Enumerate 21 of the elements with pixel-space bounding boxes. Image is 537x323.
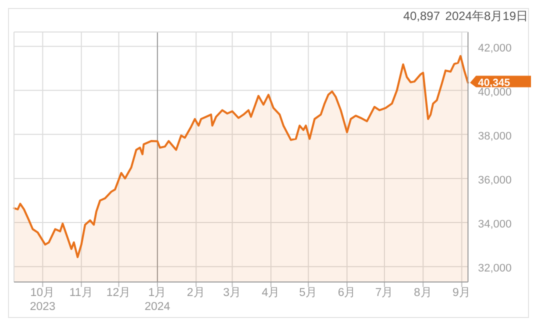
y-tick-label: 38,000	[478, 130, 512, 142]
text: 40,897	[403, 9, 440, 23]
y-tick-label: 34,000	[478, 218, 512, 231]
x-tick-label: 1月 2024	[144, 286, 171, 313]
text: 2024年8月19日	[445, 9, 528, 23]
x-tick-label: 12月	[106, 286, 132, 299]
annotation: 40,345	[478, 76, 510, 89]
y-tick-label: 40,000	[478, 86, 512, 98]
y-tick-label: 36,000	[478, 174, 512, 186]
y-tick-label: 42,000	[478, 42, 512, 54]
x-tick-label: 10月 2023	[30, 286, 56, 313]
x-tick-label: 6月	[338, 286, 356, 299]
x-tick-label: 9月	[452, 286, 471, 299]
x-tick-label: 5月	[299, 286, 318, 299]
y-tick-label: 32,000	[478, 262, 512, 275]
x-tick-label: 7月	[375, 286, 394, 299]
x-tick-label: 8月	[414, 286, 432, 299]
x-tick-label: 11月	[69, 286, 94, 299]
x-tick-label: 4月	[262, 286, 280, 299]
x-tick-label: 3月	[223, 286, 242, 299]
x-tick-label: 2月	[186, 286, 206, 299]
